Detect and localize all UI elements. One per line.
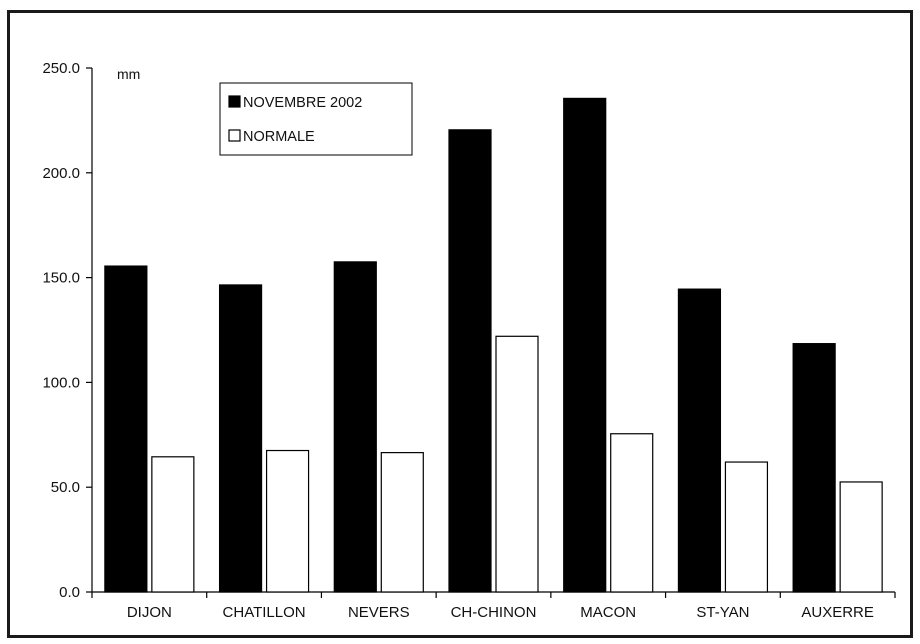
category-label: CHATILLON bbox=[223, 604, 306, 621]
y-tick-label: 0.0 bbox=[59, 584, 80, 601]
chart-frame: mm 0.0 50.0 100.0 150.0 200.0 250.0 DIJON CHAT… bbox=[7, 10, 913, 638]
category-label: DIJON bbox=[127, 604, 172, 621]
bar-novembre-2002 bbox=[448, 129, 492, 593]
category-label: CH-CHINON bbox=[451, 604, 537, 621]
bar-novembre-2002 bbox=[333, 261, 377, 593]
legend-label: NOVEMBRE 2002 bbox=[243, 95, 362, 111]
y-tick-label: 50.0 bbox=[51, 479, 80, 496]
legend-swatch-normale bbox=[228, 129, 241, 142]
legend-swatch-novembre-2002 bbox=[228, 95, 241, 108]
category-label: NEVERS bbox=[348, 604, 410, 621]
y-ticks: 0.0 50.0 100.0 150.0 200.0 250.0 bbox=[42, 60, 896, 601]
category-label: AUXERRE bbox=[801, 604, 874, 621]
bar-normale bbox=[151, 456, 195, 593]
bar-normale bbox=[495, 335, 539, 593]
bar-novembre-2002 bbox=[677, 288, 722, 593]
legend: NOVEMBRE 2002 NORMALE bbox=[219, 82, 413, 156]
bar-normale bbox=[724, 461, 769, 593]
bar-normale bbox=[839, 481, 883, 593]
bar-novembre-2002 bbox=[104, 265, 148, 593]
y-tick-label: 100.0 bbox=[42, 374, 80, 391]
bar-chart: mm 0.0 50.0 100.0 150.0 200.0 250.0 DIJON CHAT… bbox=[42, 60, 896, 621]
y-tick-label: 150.0 bbox=[42, 270, 80, 287]
bar-novembre-2002 bbox=[218, 284, 263, 593]
category-labels: DIJON CHATILLON NEVERS CH-CHINON MACON ST-YAN… bbox=[127, 604, 874, 621]
legend-box bbox=[219, 82, 413, 156]
axes bbox=[91, 68, 895, 593]
bars bbox=[104, 97, 883, 593]
category-label: MACON bbox=[580, 604, 636, 621]
bar-normale bbox=[380, 452, 424, 593]
bar-novembre-2002 bbox=[563, 97, 607, 593]
y-unit-label: mm bbox=[117, 66, 140, 82]
y-tick-label: 250.0 bbox=[42, 60, 80, 77]
legend-label: NORMALE bbox=[243, 129, 315, 145]
y-tick-label: 200.0 bbox=[42, 165, 80, 182]
bar-novembre-2002 bbox=[792, 343, 836, 593]
bar-normale bbox=[610, 433, 654, 593]
category-label: ST-YAN bbox=[696, 604, 749, 621]
bar-normale bbox=[265, 449, 310, 593]
